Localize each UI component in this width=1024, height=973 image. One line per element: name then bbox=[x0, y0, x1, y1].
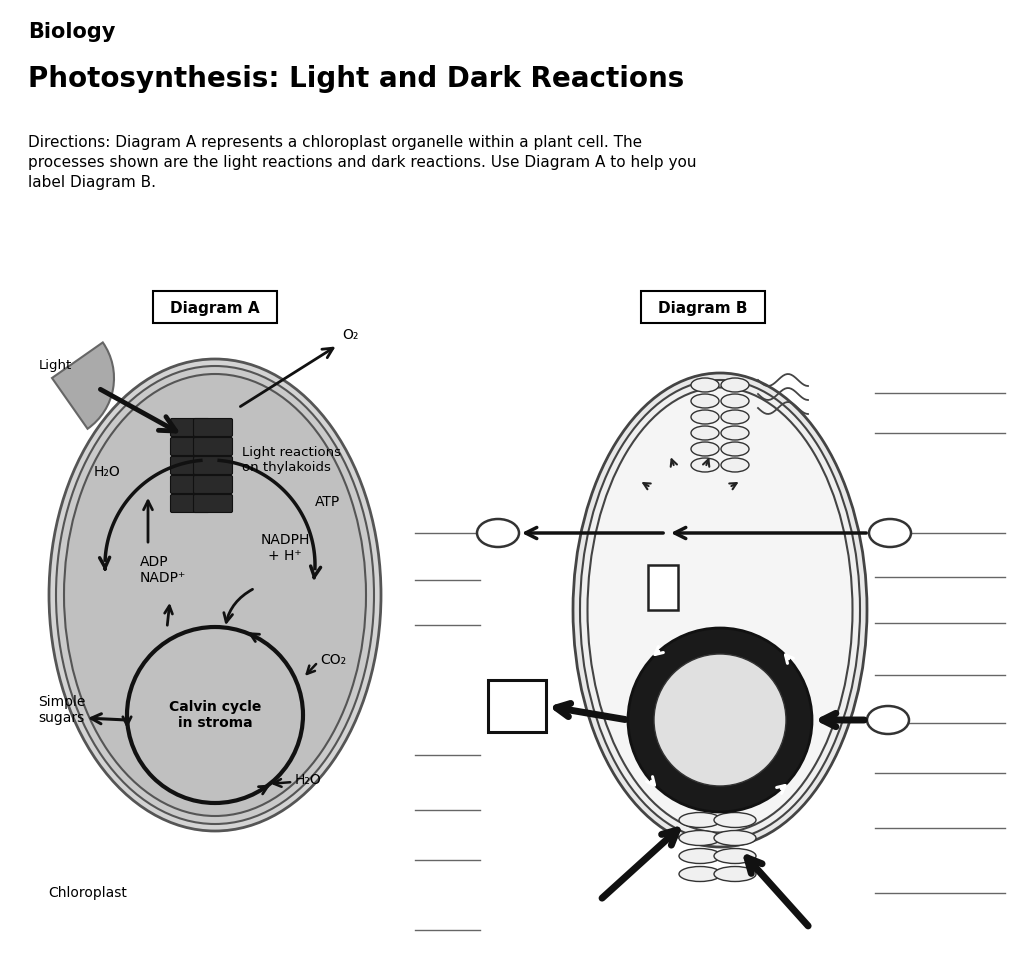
Ellipse shape bbox=[721, 394, 749, 408]
Text: ATP: ATP bbox=[315, 495, 340, 509]
Ellipse shape bbox=[721, 426, 749, 440]
Text: H₂O: H₂O bbox=[295, 773, 322, 787]
Text: Diagram A: Diagram A bbox=[170, 301, 260, 315]
Text: Photosynthesis: Light and Dark Reactions: Photosynthesis: Light and Dark Reactions bbox=[28, 65, 684, 93]
Ellipse shape bbox=[49, 359, 381, 831]
Ellipse shape bbox=[691, 426, 719, 440]
Ellipse shape bbox=[573, 373, 867, 847]
Wedge shape bbox=[52, 342, 114, 429]
Ellipse shape bbox=[691, 442, 719, 456]
Text: CO₂: CO₂ bbox=[319, 653, 346, 667]
Text: O₂: O₂ bbox=[342, 328, 358, 342]
Text: NADPH
+ H⁺: NADPH + H⁺ bbox=[260, 533, 309, 563]
FancyBboxPatch shape bbox=[194, 418, 232, 437]
Ellipse shape bbox=[63, 374, 366, 816]
FancyBboxPatch shape bbox=[171, 418, 210, 437]
Ellipse shape bbox=[867, 706, 909, 734]
Text: Directions: Diagram A represents a chloroplast organelle within a plant cell. Th: Directions: Diagram A represents a chlor… bbox=[28, 135, 642, 150]
FancyBboxPatch shape bbox=[153, 291, 278, 323]
Ellipse shape bbox=[721, 410, 749, 424]
Ellipse shape bbox=[721, 458, 749, 472]
Ellipse shape bbox=[580, 380, 860, 840]
Ellipse shape bbox=[714, 867, 756, 882]
Ellipse shape bbox=[714, 848, 756, 863]
Ellipse shape bbox=[679, 867, 721, 882]
Ellipse shape bbox=[721, 442, 749, 456]
FancyBboxPatch shape bbox=[194, 438, 232, 455]
FancyBboxPatch shape bbox=[194, 456, 232, 475]
Ellipse shape bbox=[679, 812, 721, 827]
Text: Light: Light bbox=[38, 358, 72, 372]
Ellipse shape bbox=[691, 458, 719, 472]
Ellipse shape bbox=[691, 410, 719, 424]
Text: Simple
sugars: Simple sugars bbox=[38, 695, 85, 725]
FancyBboxPatch shape bbox=[194, 476, 232, 493]
Ellipse shape bbox=[869, 519, 911, 547]
Bar bbox=[488, 680, 546, 732]
Text: processes shown are the light reactions and dark reactions. Use Diagram A to hel: processes shown are the light reactions … bbox=[28, 155, 696, 170]
Ellipse shape bbox=[56, 366, 374, 824]
Ellipse shape bbox=[714, 831, 756, 846]
FancyBboxPatch shape bbox=[171, 456, 210, 475]
Text: label Diagram B.: label Diagram B. bbox=[28, 175, 156, 190]
Ellipse shape bbox=[691, 394, 719, 408]
FancyBboxPatch shape bbox=[171, 494, 210, 513]
Ellipse shape bbox=[477, 519, 519, 547]
Ellipse shape bbox=[679, 831, 721, 846]
Ellipse shape bbox=[721, 378, 749, 392]
Bar bbox=[648, 565, 678, 610]
Ellipse shape bbox=[679, 848, 721, 863]
FancyBboxPatch shape bbox=[641, 291, 765, 323]
Text: Chloroplast: Chloroplast bbox=[48, 886, 127, 900]
Ellipse shape bbox=[691, 378, 719, 392]
Text: Diagram B: Diagram B bbox=[658, 301, 748, 315]
Text: Biology: Biology bbox=[28, 22, 116, 42]
FancyBboxPatch shape bbox=[171, 438, 210, 455]
Text: ADP
NADP⁺: ADP NADP⁺ bbox=[140, 555, 186, 585]
Ellipse shape bbox=[588, 387, 853, 833]
Text: Calvin cycle
in stroma: Calvin cycle in stroma bbox=[169, 700, 261, 730]
FancyBboxPatch shape bbox=[194, 494, 232, 513]
Text: Light reactions
on thylakoids: Light reactions on thylakoids bbox=[242, 446, 341, 474]
Circle shape bbox=[628, 628, 812, 812]
FancyBboxPatch shape bbox=[171, 476, 210, 493]
Ellipse shape bbox=[714, 812, 756, 827]
Circle shape bbox=[654, 654, 786, 786]
Text: H₂O: H₂O bbox=[93, 465, 121, 479]
